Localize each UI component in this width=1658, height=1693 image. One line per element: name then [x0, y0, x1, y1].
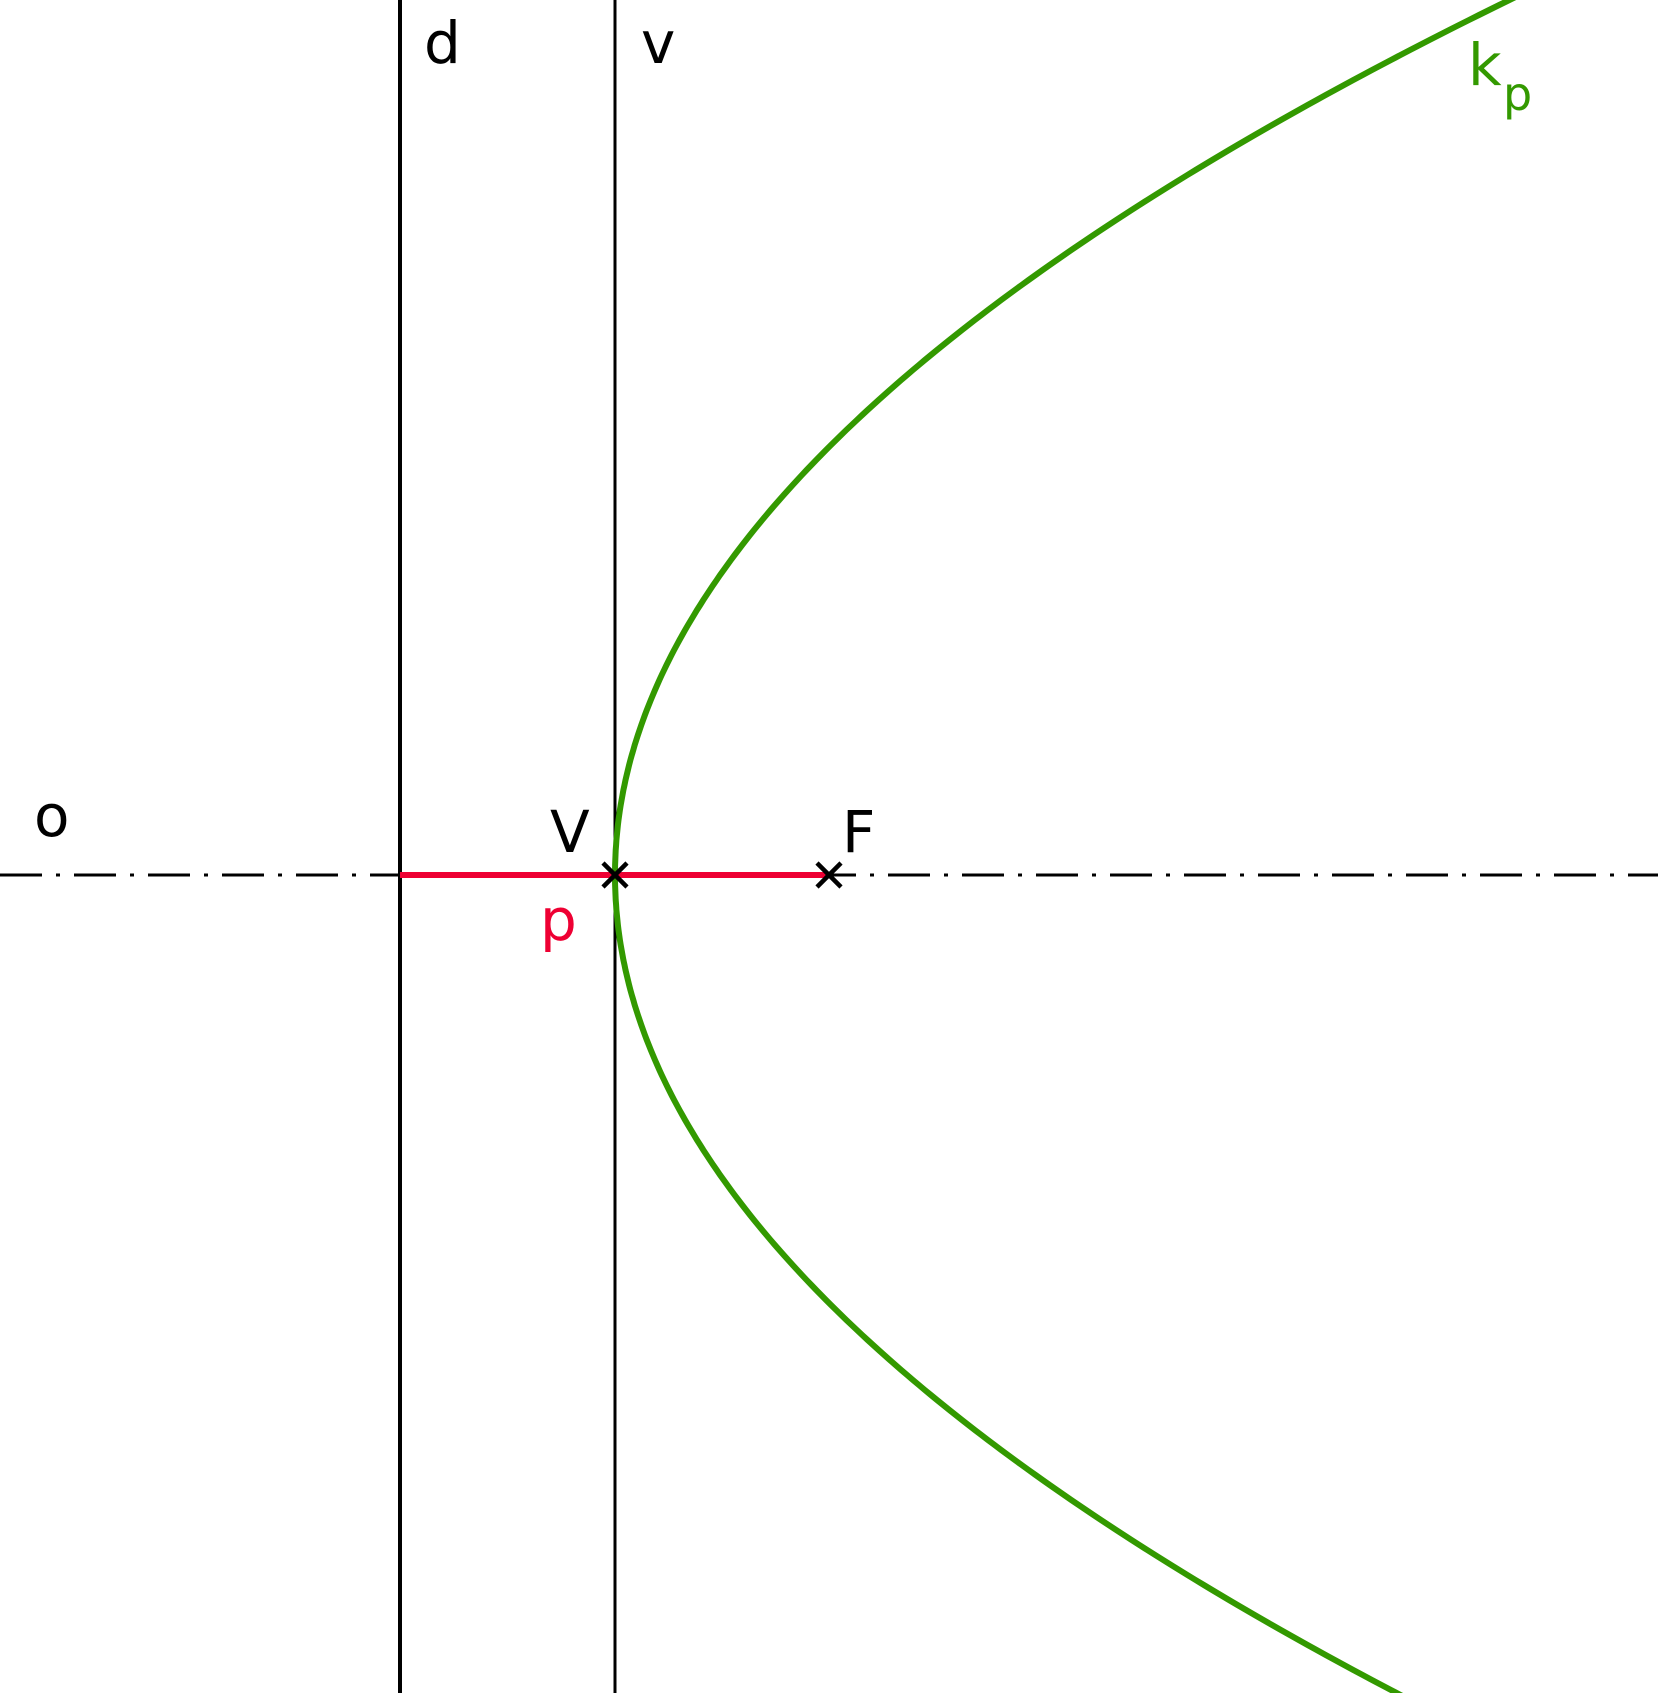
vertex-tangent-label: v	[641, 9, 675, 77]
curve-label: k	[1468, 31, 1502, 99]
curve-subscript-label: p	[1503, 67, 1532, 121]
focus-marker	[815, 861, 843, 889]
focus-label: F	[842, 798, 875, 866]
axis-label: o	[34, 782, 70, 850]
vertex-label: V	[550, 798, 590, 866]
directrix-label: d	[424, 9, 461, 77]
parabola-curve	[612, 0, 1517, 1693]
parameter-label: p	[540, 886, 577, 954]
vertex-marker	[601, 861, 629, 889]
